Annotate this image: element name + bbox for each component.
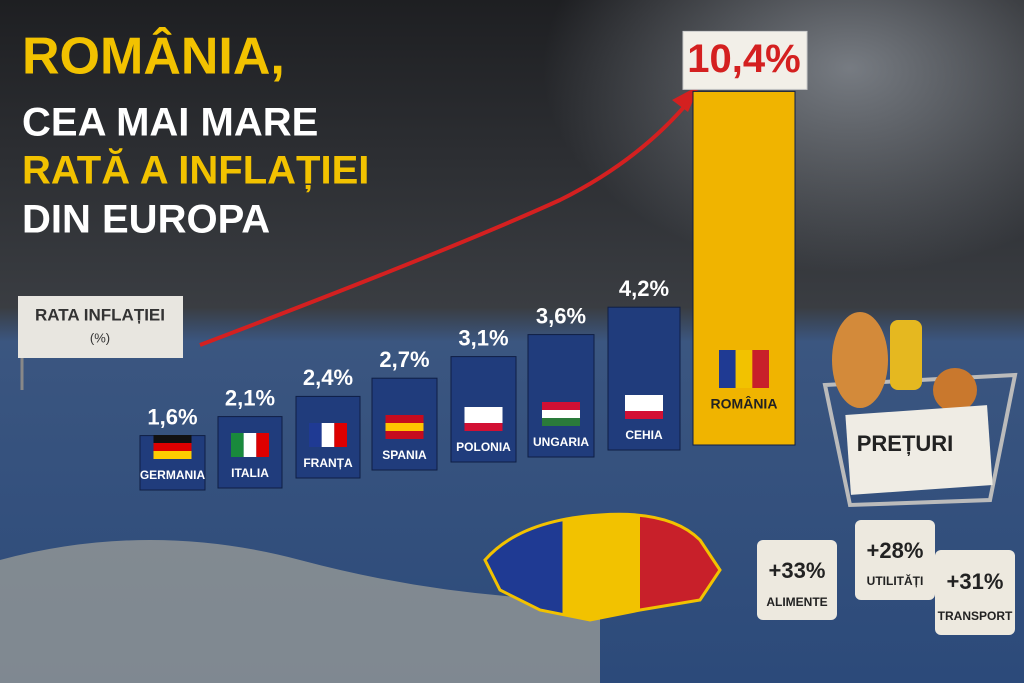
bar — [692, 90, 796, 446]
flag-stripe — [752, 350, 769, 388]
flag-stripe — [625, 403, 663, 411]
basket: PREȚURI +33% ALIMENTE +28% UTILITĂȚI +31… — [757, 312, 1018, 635]
land — [0, 540, 600, 683]
category-label: ITALIA — [231, 466, 269, 480]
flag-stripe — [153, 435, 192, 443]
romania-map — [483, 512, 722, 622]
bread — [832, 312, 888, 408]
food — [933, 368, 977, 412]
value-label-box — [682, 30, 808, 90]
flag-stripe — [321, 423, 335, 447]
value-label: 10,4% — [687, 37, 800, 81]
flag-stripe — [309, 423, 322, 447]
title-line: RATĂ A INFLAȚIEI — [22, 148, 369, 193]
value-label: 1,6% — [147, 404, 197, 429]
flag-stripe — [231, 433, 244, 457]
value-label: 2,7% — [379, 347, 429, 372]
flag-stripe — [334, 423, 347, 447]
tag-value: +28% — [867, 538, 924, 563]
flag-stripe — [625, 411, 663, 419]
value-label: 2,4% — [303, 365, 353, 390]
category-label: GERMANIA — [140, 468, 206, 482]
flag-stripe — [153, 443, 192, 451]
tag — [757, 540, 837, 620]
flag-stripe — [464, 415, 503, 423]
trend-arrow — [199, 98, 692, 347]
oil — [890, 320, 922, 390]
title-line: ROMÂNIA, — [22, 27, 285, 86]
value-label: 2,1% — [225, 385, 275, 410]
axis-label: RATA INFLAȚIEI — [35, 305, 165, 324]
bar — [527, 334, 595, 458]
flag-stripe — [243, 433, 257, 457]
flag-stripe — [385, 415, 424, 423]
flag-stripe — [385, 423, 424, 431]
category-label: SPANIA — [382, 448, 427, 462]
title-line: DIN EUROPA — [22, 198, 270, 242]
flag-stripe — [542, 418, 580, 426]
flag-stripe — [153, 451, 192, 459]
category-label: ROMÂNIA — [711, 395, 778, 412]
value-label: 4,2% — [619, 276, 669, 301]
value-label: 3,6% — [536, 303, 586, 328]
tag-value: +31% — [947, 569, 1004, 594]
category-label: UNGARIA — [533, 435, 589, 449]
flag-stripe — [464, 407, 503, 415]
bar — [607, 306, 681, 451]
category-label: FRANȚA — [303, 456, 353, 470]
flag-stripe — [385, 431, 424, 439]
price-sign — [845, 405, 993, 495]
title-line: CEA MAI MARE — [22, 101, 318, 145]
flag-stripe — [542, 402, 580, 410]
tag-label: ALIMENTE — [766, 595, 827, 609]
tag-label: TRANSPORT — [938, 609, 1013, 623]
flag-stripe — [625, 395, 663, 403]
tag — [935, 550, 1015, 635]
flag-stripe — [719, 350, 736, 388]
flag-stripe — [542, 410, 580, 418]
flag-stripe — [464, 423, 503, 431]
price-sign-text: PREȚURI — [857, 431, 954, 456]
tag-value: +33% — [769, 558, 826, 583]
axis-sign — [18, 296, 183, 358]
tag — [855, 520, 935, 600]
category-label: CEHIA — [625, 428, 663, 442]
value-label: 3,1% — [458, 325, 508, 350]
axis-unit: (%) — [90, 330, 110, 345]
flag-stripe — [256, 433, 269, 457]
tag-label: UTILITĂȚI — [867, 573, 924, 588]
category-label: POLONIA — [456, 440, 511, 454]
flag-stripe — [735, 350, 753, 388]
